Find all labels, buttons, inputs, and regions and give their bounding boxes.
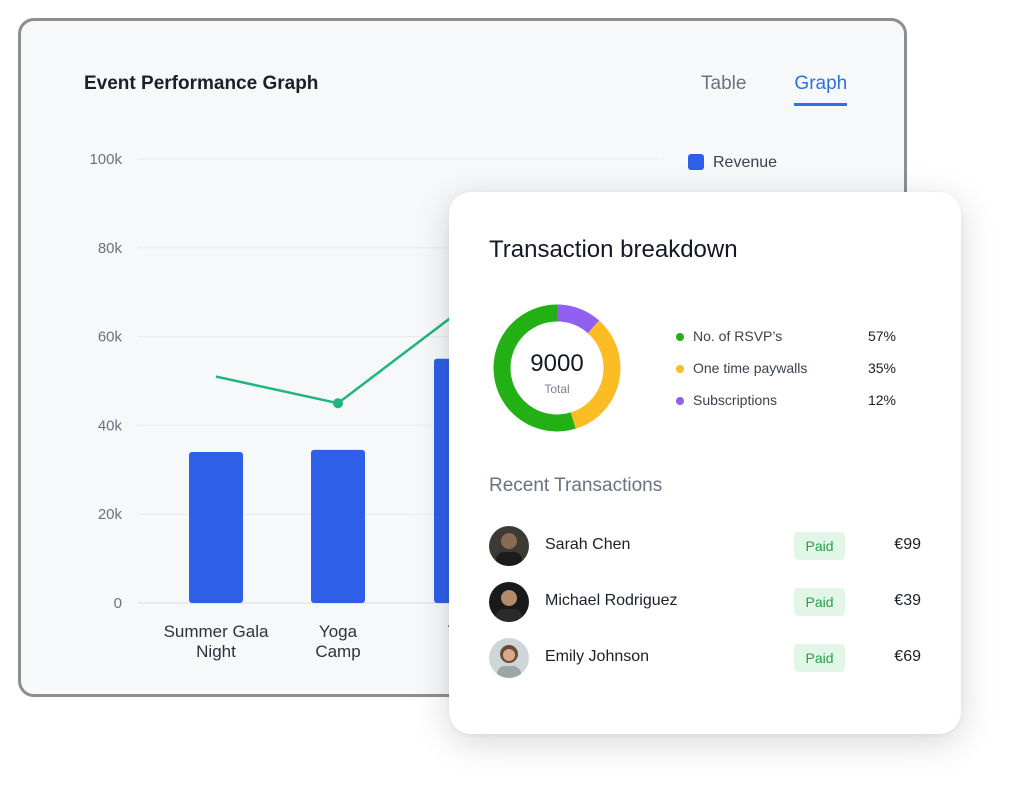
revenue-bar bbox=[311, 449, 365, 603]
trend-line bbox=[215, 308, 462, 405]
trend-point bbox=[333, 398, 343, 409]
recent-transactions-heading: Recent Transactions bbox=[489, 475, 663, 496]
transaction-breakdown-card: Transaction breakdown 9000 Total No. of … bbox=[449, 192, 961, 734]
legend-percent: 12% bbox=[867, 392, 896, 408]
status-badge: Paid bbox=[794, 588, 845, 616]
transaction-row[interactable]: Michael Rodriguez Paid €39 bbox=[489, 580, 921, 624]
legend-item-subscriptions: Subscriptions 12% bbox=[676, 392, 896, 424]
x-tick-label: Yoga bbox=[319, 622, 358, 641]
customer-name: Emily Johnson bbox=[545, 648, 650, 665]
y-tick-label: 100k bbox=[89, 151, 122, 168]
legend-label: No. of RSVP’s bbox=[693, 328, 783, 344]
legend-dot bbox=[676, 333, 684, 341]
legend-item-rsvps: No. of RSVP’s 57% bbox=[676, 328, 896, 360]
transaction-amount: €39 bbox=[894, 592, 921, 609]
breakdown-legend: No. of RSVP’s 57% One time paywalls 35% … bbox=[676, 328, 896, 424]
avatar bbox=[489, 638, 529, 678]
legend-label: One time paywalls bbox=[693, 360, 808, 376]
customer-name: Michael Rodriguez bbox=[545, 592, 678, 609]
donut-chart bbox=[493, 304, 621, 432]
donut-segment bbox=[493, 304, 621, 432]
donut-segment bbox=[493, 304, 621, 432]
legend-revenue-swatch bbox=[688, 154, 704, 170]
donut-total-label: Total bbox=[544, 382, 570, 396]
card-title: Event Performance Graph bbox=[84, 73, 319, 94]
legend-dot bbox=[676, 397, 684, 405]
avatar bbox=[489, 582, 529, 622]
legend-percent: 35% bbox=[867, 360, 896, 376]
legend-percent: 57% bbox=[867, 328, 896, 344]
transaction-row[interactable]: Sarah Chen Paid €99 bbox=[489, 524, 921, 568]
legend-label: Subscriptions bbox=[693, 392, 778, 408]
revenue-bar bbox=[189, 452, 243, 603]
y-tick-label: 80k bbox=[98, 240, 123, 257]
y-tick-label: 40k bbox=[98, 417, 123, 434]
transaction-amount: €69 bbox=[894, 648, 921, 665]
y-tick-label: 0 bbox=[114, 595, 122, 612]
legend-revenue-label: Revenue bbox=[713, 154, 778, 171]
x-tick-label: Night bbox=[196, 642, 236, 661]
y-tick-label: 20k bbox=[98, 506, 123, 523]
card-title: Transaction breakdown bbox=[489, 236, 738, 263]
transaction-row[interactable]: Emily Johnson Paid €69 bbox=[489, 636, 921, 680]
x-tick-label: Summer Gala bbox=[164, 622, 269, 641]
status-badge: Paid bbox=[794, 644, 845, 672]
legend-item-paywalls: One time paywalls 35% bbox=[676, 360, 896, 392]
status-badge: Paid bbox=[794, 532, 845, 560]
legend-dot bbox=[676, 365, 684, 373]
view-tabs: Table Graph bbox=[701, 73, 848, 106]
transaction-amount: €99 bbox=[894, 536, 921, 553]
x-tick-label: Camp bbox=[315, 642, 360, 661]
avatar bbox=[489, 526, 529, 566]
tab-table[interactable]: Table bbox=[701, 73, 747, 94]
donut-total-value: 9000 bbox=[530, 350, 584, 377]
tab-graph[interactable]: Graph bbox=[794, 73, 848, 106]
customer-name: Sarah Chen bbox=[545, 536, 631, 553]
y-tick-label: 60k bbox=[98, 329, 123, 346]
